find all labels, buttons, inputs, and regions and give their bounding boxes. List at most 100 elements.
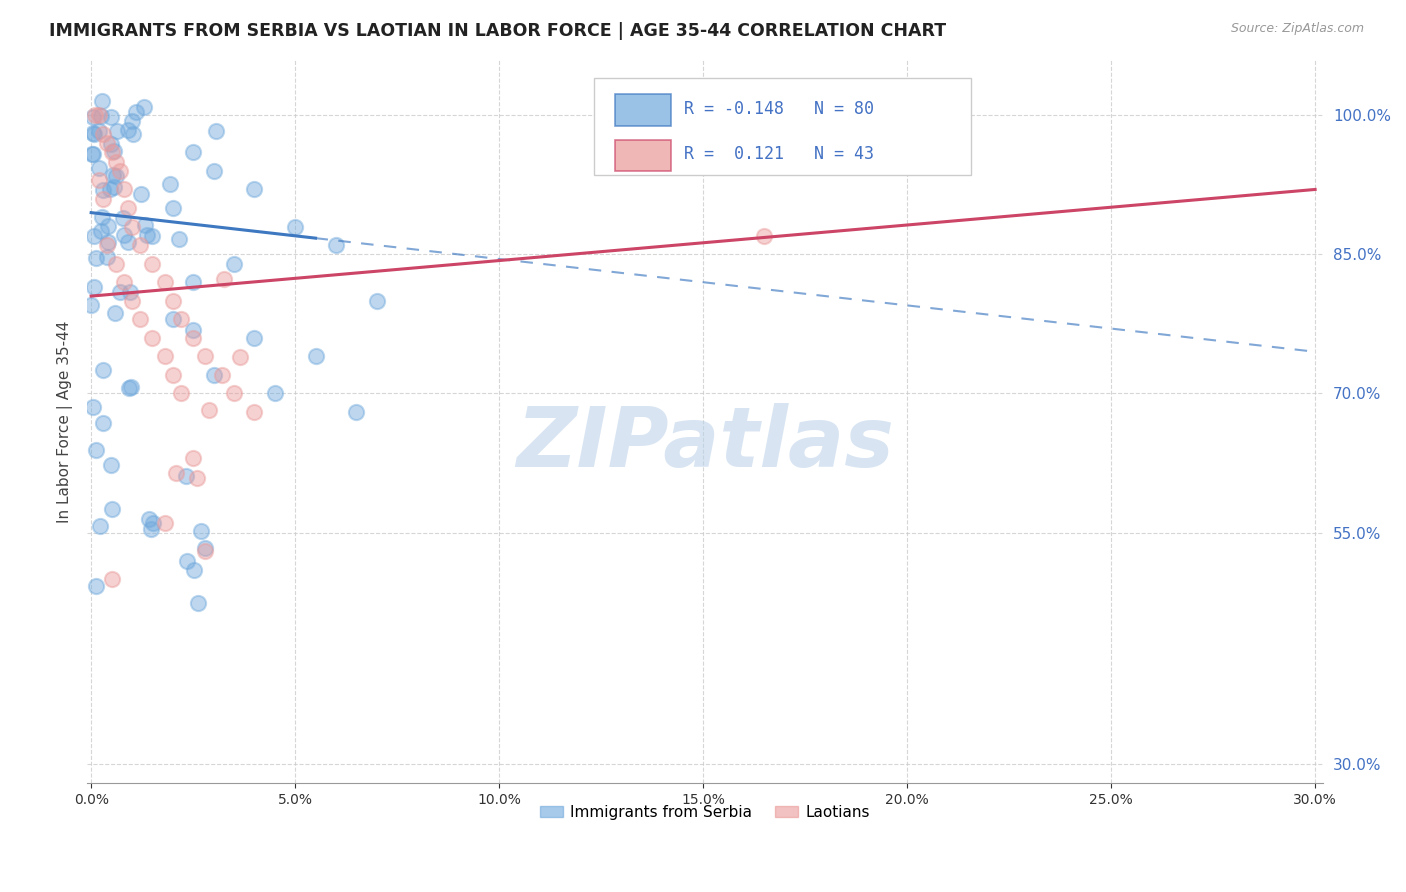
Point: [162, 293, 184, 308]
Point: [212, 271, 235, 285]
Point: [82, 126, 104, 140]
Point: [93, 127, 115, 141]
Point: [129, 312, 152, 326]
Point: [194, 541, 217, 556]
Point: [82, 146, 104, 161]
Point: [105, 169, 128, 184]
Point: [89, 108, 111, 122]
Point: [162, 368, 184, 382]
Point: [141, 228, 163, 243]
Text: IMMIGRANTS FROM SERBIA VS LAOTIAN IN LABOR FORCE | AGE 35-44 CORRELATION CHART: IMMIGRANTS FROM SERBIA VS LAOTIAN IN LAB…: [49, 22, 946, 40]
Point: [89, 173, 111, 187]
Point: [98, 182, 121, 196]
Point: [153, 516, 176, 531]
Point: [80, 146, 103, 161]
Point: [108, 164, 131, 178]
Y-axis label: In Labor Force | Age 35-44: In Labor Force | Age 35-44: [58, 320, 73, 523]
Point: [181, 323, 204, 337]
Point: [121, 380, 143, 394]
Point: [82, 400, 104, 414]
Point: [728, 108, 751, 122]
Point: [83, 279, 105, 293]
Point: [165, 466, 187, 480]
Point: [100, 136, 122, 151]
Point: [91, 94, 114, 108]
Point: [91, 363, 114, 377]
Point: [87, 123, 110, 137]
Point: [84, 251, 107, 265]
Point: [190, 524, 212, 539]
Point: [82, 111, 104, 125]
Point: [112, 275, 135, 289]
Point: [112, 211, 135, 225]
Point: [91, 416, 114, 430]
Point: [198, 403, 221, 417]
Point: [110, 285, 132, 300]
Point: [141, 331, 163, 345]
Point: [222, 386, 245, 401]
Point: [194, 350, 217, 364]
FancyBboxPatch shape: [614, 95, 671, 126]
Point: [97, 235, 120, 249]
Point: [100, 458, 122, 473]
Point: [194, 544, 217, 558]
Point: [129, 238, 152, 252]
Point: [121, 113, 143, 128]
Point: [97, 219, 120, 234]
Legend: Immigrants from Serbia, Laotians: Immigrants from Serbia, Laotians: [534, 799, 876, 826]
Point: [117, 123, 139, 137]
Point: [103, 179, 125, 194]
Point: [83, 127, 105, 141]
Point: [100, 145, 122, 160]
Point: [104, 154, 127, 169]
Point: [117, 235, 139, 250]
Point: [222, 257, 245, 271]
Point: [754, 228, 776, 243]
Point: [181, 145, 204, 160]
Point: [84, 442, 107, 457]
Point: [162, 201, 184, 215]
Point: [167, 232, 190, 246]
Point: [153, 350, 176, 364]
Point: [100, 110, 122, 124]
Point: [121, 293, 143, 308]
Point: [83, 229, 105, 244]
Point: [105, 123, 128, 137]
Point: [112, 228, 135, 243]
Point: [202, 164, 225, 178]
Point: [122, 128, 145, 142]
Point: [263, 386, 285, 401]
Point: [134, 218, 156, 232]
Point: [325, 238, 347, 252]
Point: [366, 293, 388, 308]
Point: [344, 405, 367, 419]
Point: [129, 187, 152, 202]
Point: [117, 381, 139, 395]
Point: [125, 104, 148, 119]
Point: [103, 168, 125, 182]
Point: [181, 331, 204, 345]
Point: [284, 219, 307, 234]
Point: [243, 331, 266, 345]
Text: R =  0.121   N = 43: R = 0.121 N = 43: [685, 145, 875, 163]
Point: [134, 100, 156, 114]
Point: [101, 502, 124, 516]
Point: [135, 228, 157, 243]
Point: [86, 579, 108, 593]
Text: R = -0.148   N = 80: R = -0.148 N = 80: [685, 100, 875, 118]
FancyBboxPatch shape: [614, 140, 671, 171]
Point: [90, 224, 112, 238]
Point: [683, 108, 706, 122]
Point: [162, 312, 184, 326]
Point: [243, 182, 266, 196]
Point: [186, 471, 208, 485]
Text: ZIPatlas: ZIPatlas: [516, 402, 894, 483]
Point: [96, 250, 118, 264]
Point: [211, 368, 233, 382]
Point: [91, 211, 114, 225]
Point: [141, 257, 163, 271]
Point: [112, 182, 135, 196]
Point: [91, 183, 114, 197]
Point: [170, 386, 193, 401]
FancyBboxPatch shape: [593, 78, 972, 176]
